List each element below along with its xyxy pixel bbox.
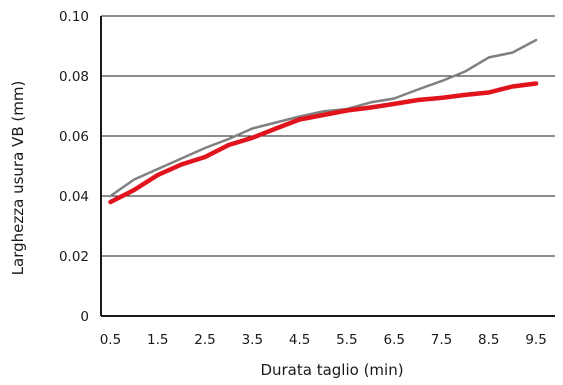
series-line-2 (108, 81, 539, 205)
x-tick-label: 5.5 (336, 332, 357, 348)
y-tick-label: 0.08 (59, 69, 89, 85)
x-tick-label: 9.5 (525, 332, 546, 348)
x-tick-label: 1.5 (147, 332, 168, 348)
x-tick-label: 3.5 (242, 332, 263, 348)
x-tick-label: 0.5 (100, 332, 121, 348)
y-tick-label: 0.06 (59, 129, 89, 145)
x-tick-label: 7.5 (431, 332, 452, 348)
x-tick-label: 6.5 (383, 332, 404, 348)
tick-labels: 0 0.02 0.04 0.06 0.08 0.10 0.5 1.5 2.5 3.5 4.5 5.5 6… (59, 9, 547, 348)
series-line-1 (109, 38, 538, 198)
y-tick-label: 0.10 (59, 9, 89, 25)
x-tick-label: 4.5 (289, 332, 310, 348)
y-tick-label: 0.04 (59, 189, 89, 205)
x-tick-label: 8.5 (478, 332, 499, 348)
x-axis-title: Durata taglio (min) (260, 361, 403, 379)
series-lines (108, 38, 539, 205)
y-tick-label: 0.02 (59, 249, 89, 265)
y-tick-label: 0 (80, 309, 89, 325)
grid-lines (101, 15, 555, 257)
axes (100, 16, 555, 317)
x-tick-label: 2.5 (194, 332, 215, 348)
y-axis-title: Larghezza usura VB (mm) (9, 81, 27, 276)
